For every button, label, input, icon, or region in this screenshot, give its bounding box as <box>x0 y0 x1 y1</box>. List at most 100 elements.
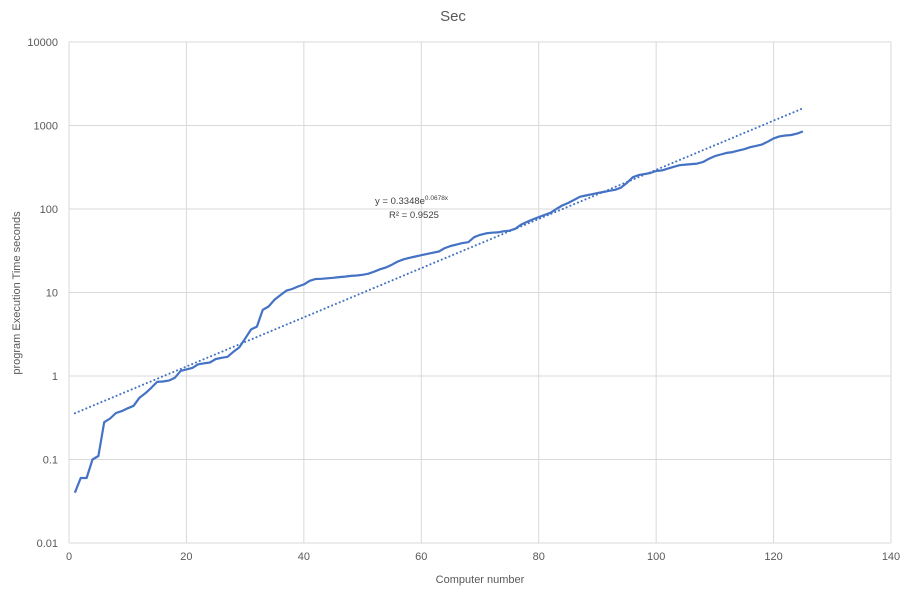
series-line <box>73 130 804 494</box>
series-point <box>203 362 205 364</box>
x-tick-label: 100 <box>647 551 665 563</box>
series-point <box>585 194 587 196</box>
series-point <box>608 190 610 192</box>
series-point <box>379 268 381 270</box>
series-point <box>267 305 269 307</box>
x-tick-label: 60 <box>415 551 427 563</box>
series-point <box>708 158 710 160</box>
series-point <box>720 153 722 155</box>
series-point <box>702 161 704 163</box>
series-point <box>444 247 446 249</box>
series-point <box>614 189 616 191</box>
series-point <box>179 370 181 372</box>
series-point <box>661 169 663 171</box>
x-tick-label: 0 <box>66 551 72 563</box>
series-point <box>626 182 628 184</box>
series-point <box>320 278 322 280</box>
y-tick-label: 100 <box>40 204 58 216</box>
series-point <box>596 192 598 194</box>
series-point <box>403 258 405 260</box>
series-point <box>667 167 669 169</box>
series-point <box>168 379 170 381</box>
series-point <box>391 264 393 266</box>
series-point <box>414 255 416 257</box>
series-point <box>226 356 228 358</box>
series-point <box>397 260 399 262</box>
series-point <box>91 458 93 460</box>
x-tick-label: 40 <box>298 551 310 563</box>
series-point <box>573 199 575 201</box>
series-point <box>731 151 733 153</box>
series-point <box>309 280 311 282</box>
series-point <box>314 278 316 280</box>
series-point <box>74 492 76 494</box>
series-point <box>156 381 158 383</box>
series-point <box>796 132 798 134</box>
series-point <box>725 152 727 154</box>
series-point <box>426 253 428 255</box>
series-point <box>432 252 434 254</box>
series-point <box>485 232 487 234</box>
series-point <box>350 275 352 277</box>
series-point <box>408 257 410 259</box>
y-axis-label: program Execution Time seconds <box>11 211 23 375</box>
series-point <box>690 163 692 165</box>
series-point <box>162 380 164 382</box>
series-point <box>449 245 451 247</box>
series-point <box>678 164 680 166</box>
series-point <box>232 351 234 353</box>
series-point <box>555 208 557 210</box>
series-point <box>655 170 657 172</box>
x-tick-label: 140 <box>882 551 900 563</box>
series-point <box>755 145 757 147</box>
series-point <box>790 134 792 136</box>
trendline-equation: y = 0.3348e0.0678x <box>375 195 449 207</box>
series-point <box>602 191 604 193</box>
series-point <box>80 477 82 479</box>
series-point <box>737 149 739 151</box>
series-point <box>103 421 105 423</box>
series-point <box>649 172 651 174</box>
series-point <box>297 285 299 287</box>
y-tick-label: 10000 <box>27 37 58 49</box>
x-tick-labels: 0 20 40 60 80 100 120 140 <box>66 551 900 563</box>
series-point <box>367 273 369 275</box>
series-point <box>221 357 223 359</box>
chart-title: Sec <box>440 8 466 25</box>
series-point <box>138 397 140 399</box>
series-point <box>684 163 686 165</box>
series-point <box>491 232 493 234</box>
y-tick-label: 1 <box>52 371 58 383</box>
series-point <box>197 363 199 365</box>
series-point <box>526 221 528 223</box>
series-point <box>121 410 123 412</box>
series-point <box>209 361 211 363</box>
series-point <box>85 477 87 479</box>
series-point <box>356 274 358 276</box>
y-tick-label: 0.01 <box>37 538 58 550</box>
series-point <box>185 368 187 370</box>
series-point <box>338 276 340 278</box>
gridlines <box>68 41 892 544</box>
series-point <box>115 412 117 414</box>
series-point <box>749 146 751 148</box>
trendline-r2: R² = 0.9525 <box>389 210 439 221</box>
series-point <box>496 231 498 233</box>
series-point <box>344 275 346 277</box>
series-point <box>772 137 774 139</box>
series-point <box>673 166 675 168</box>
y-tick-label: 1000 <box>34 121 58 133</box>
series-point <box>174 377 176 379</box>
series-point <box>332 277 334 279</box>
series-point <box>132 405 134 407</box>
series-point <box>238 346 240 348</box>
series-point <box>567 202 569 204</box>
series-point <box>279 294 281 296</box>
series-point <box>97 455 99 457</box>
series-point <box>696 162 698 164</box>
series-point <box>420 254 422 256</box>
trendline-equation-exponent: 0.0678x <box>425 195 449 202</box>
series-point <box>778 135 780 137</box>
series-point <box>326 277 328 279</box>
